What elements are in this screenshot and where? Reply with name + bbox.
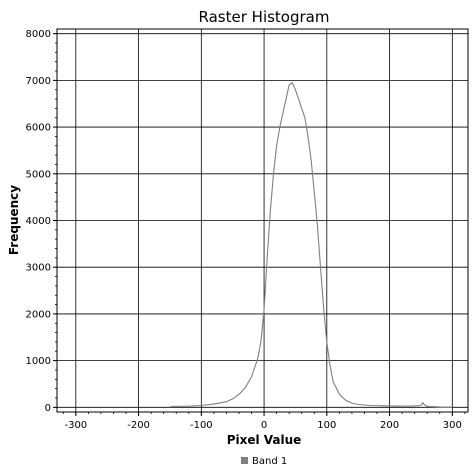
- y-tick-label: 6000: [26, 123, 51, 134]
- chart-title: Raster Histogram: [199, 8, 330, 26]
- x-tick-label: 200: [380, 420, 399, 431]
- x-tick-label: 0: [261, 420, 267, 431]
- legend: Band 1: [241, 456, 287, 467]
- x-tick-label: -100: [190, 420, 213, 431]
- series-line-band-1: [169, 81, 453, 408]
- y-axis-label: Frequency: [7, 185, 21, 255]
- y-tick-label: 5000: [26, 169, 51, 180]
- y-tick-label: 0: [45, 403, 51, 414]
- y-tick-label: 4000: [26, 216, 51, 227]
- x-axis-ticks: -300 -200 -100 0 100 200 300: [64, 412, 462, 431]
- minor-ticks: [55, 33, 466, 414]
- x-tick-label: 100: [317, 420, 336, 431]
- grid: [57, 29, 468, 412]
- x-tick-label: -300: [64, 420, 87, 431]
- y-tick-label: 8000: [26, 29, 51, 40]
- y-tick-label: 2000: [26, 309, 51, 320]
- legend-swatch-band-1: [241, 457, 248, 464]
- y-axis-ticks: 0 1000 2000 3000 4000 5000 6000 7000 8000: [26, 29, 57, 414]
- y-tick-label: 3000: [26, 263, 51, 274]
- legend-label-band-1: Band 1: [252, 456, 287, 467]
- y-tick-label: 1000: [26, 356, 51, 367]
- x-axis-label: Pixel Value: [227, 433, 302, 447]
- x-tick-label: -200: [127, 420, 150, 431]
- y-tick-label: 7000: [26, 76, 51, 87]
- x-tick-label: 300: [443, 420, 462, 431]
